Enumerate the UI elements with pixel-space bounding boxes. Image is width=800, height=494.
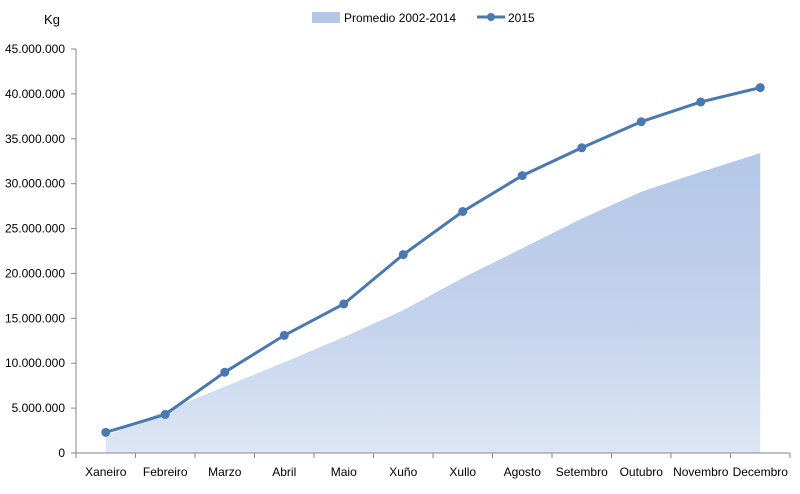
axes xyxy=(71,48,791,458)
point-2015-febreiro xyxy=(160,409,170,419)
point-2015-xullo xyxy=(458,206,468,216)
y-tick-label: 40.000.000 xyxy=(5,87,65,101)
y-tick-labels: 0 5.000.000 10.000.000 15.000.000 20.000.000… xyxy=(5,42,65,460)
x-tick-label: Maio xyxy=(331,465,357,479)
y-tick-label: 35.000.000 xyxy=(5,132,65,146)
point-2015-decembro xyxy=(755,83,765,93)
point-2015-outubro xyxy=(636,117,646,127)
y-tick-label: 25.000.000 xyxy=(5,222,65,236)
legend: Promedio 2002-2014 2015 xyxy=(312,11,535,25)
point-2015-novembro xyxy=(696,97,706,107)
legend-label-line: 2015 xyxy=(508,11,535,25)
area-promedio-2002-2014 xyxy=(105,153,761,454)
y-tick-label: 0 xyxy=(58,446,65,460)
y-tick-label: 20.000.000 xyxy=(5,266,65,280)
y-axis-title: Kg xyxy=(44,12,60,27)
y-tick-label: 15.000.000 xyxy=(5,311,65,325)
x-tick-labels: Xaneiro Febreiro Marzo Abril Maio Xuño Xullo Ag… xyxy=(85,465,788,479)
point-2015-xaneiro xyxy=(101,427,111,437)
point-2015-marzo xyxy=(220,367,230,377)
legend-label-area: Promedio 2002-2014 xyxy=(344,11,456,25)
point-2015-maio xyxy=(339,299,349,309)
x-tick-label: Xullo xyxy=(449,465,476,479)
x-tick-label: Setembro xyxy=(556,465,608,479)
point-2015-xuño xyxy=(398,250,408,260)
legend-swatch-area xyxy=(312,12,340,23)
point-2015-abril xyxy=(279,330,289,340)
area-layer xyxy=(105,153,761,454)
x-tick-label: Marzo xyxy=(208,465,242,479)
x-tick-label: Febreiro xyxy=(143,465,188,479)
x-tick-label: Agosto xyxy=(504,465,542,479)
x-tick-label: Xuño xyxy=(389,465,417,479)
y-tick-label: 5.000.000 xyxy=(12,401,66,415)
legend-swatch-marker xyxy=(487,13,495,21)
y-tick-label: 45.000.000 xyxy=(5,42,65,56)
x-tick-label: Outubro xyxy=(620,465,664,479)
y-tick-label: 30.000.000 xyxy=(5,177,65,191)
point-2015-agosto xyxy=(517,171,527,181)
x-tick-label: Decembro xyxy=(733,465,789,479)
x-tick-label: Xaneiro xyxy=(85,465,127,479)
x-tick-label: Novembro xyxy=(673,465,729,479)
line-layer xyxy=(101,83,765,437)
x-tick-label: Abril xyxy=(272,465,296,479)
point-2015-setembro xyxy=(577,143,587,153)
line-2015 xyxy=(105,86,761,434)
y-tick-label: 10.000.000 xyxy=(5,356,65,370)
